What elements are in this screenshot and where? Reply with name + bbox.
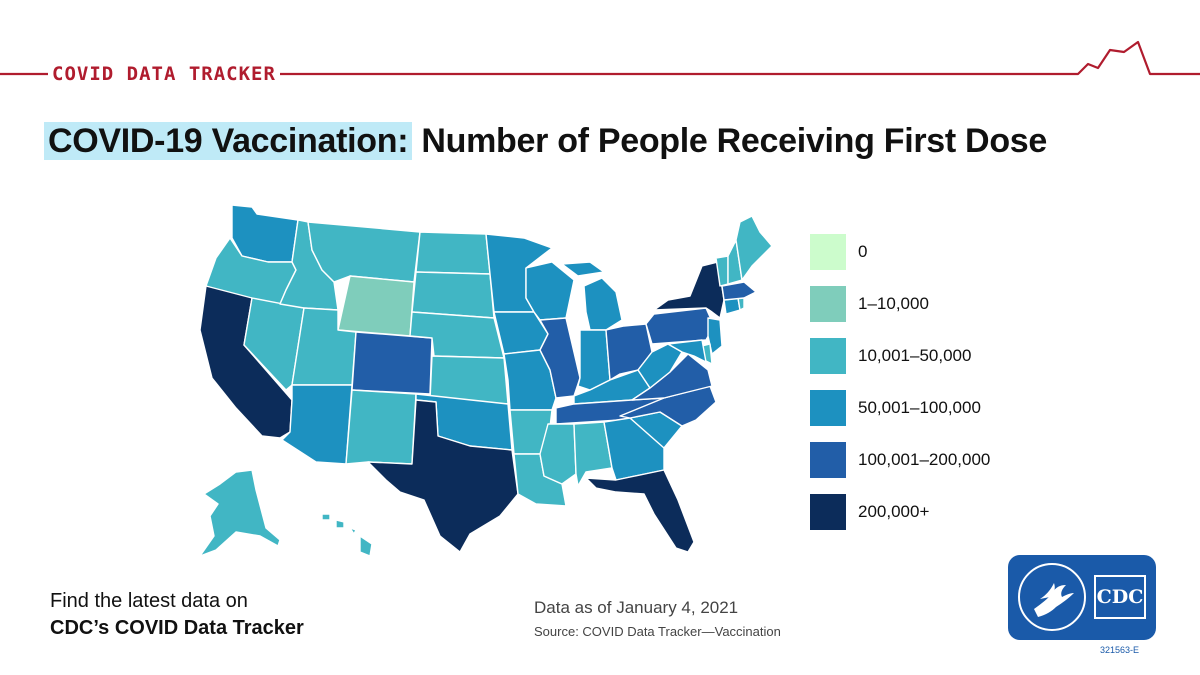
legend-swatch: [810, 494, 846, 530]
state-WA: [231, 204, 299, 263]
legend-item: 10,001–50,000: [810, 338, 1070, 374]
document-code: 321563-E: [1100, 645, 1140, 655]
state-TX: [367, 399, 519, 553]
legend-label: 1–10,000: [858, 294, 929, 313]
state-MD: [667, 339, 707, 363]
title-highlight: COVID-19 Vaccination:: [44, 122, 413, 160]
state-SD: [411, 271, 495, 319]
state-AZ: [281, 384, 353, 465]
header-trend-line: [0, 40, 1200, 76]
legend-item: 100,001–200,000: [810, 442, 1070, 478]
state-AK: [199, 469, 281, 557]
cta-line1: Find the latest data on: [50, 590, 248, 612]
data-as-of: Data as of January 4, 2021: [534, 598, 739, 617]
legend-swatch: [810, 442, 846, 478]
data-source: Source: COVID Data Tracker—Vaccination: [534, 624, 781, 639]
header-rule: [0, 40, 1200, 76]
hhs-eagle-icon: [1034, 583, 1074, 617]
legend-label: 50,001–100,000: [858, 398, 981, 417]
state-MA: [721, 281, 757, 301]
legend-item: 200,000+: [810, 494, 1070, 530]
state-WI: [525, 261, 575, 321]
legend-swatch: [810, 338, 846, 374]
legend-swatch: [810, 286, 846, 322]
state-MI: [561, 261, 623, 331]
state-FL: [585, 469, 695, 553]
legend-label: 10,001–50,000: [858, 346, 972, 365]
legend-swatch: [810, 390, 846, 426]
state-MT: [307, 221, 421, 283]
state-IN: [577, 329, 611, 391]
state-NJ: [707, 317, 723, 355]
state-PA: [645, 307, 715, 345]
legend-item: 1–10,000: [810, 286, 1070, 322]
hhs-seal-ring: [1018, 563, 1086, 631]
header-label: COVID DATA TRACKER: [48, 63, 280, 85]
legend-swatch: [810, 234, 846, 270]
legend-label: 0: [858, 242, 868, 261]
state-NM: [345, 389, 417, 465]
legend-item: 50,001–100,000: [810, 390, 1070, 426]
page-title: COVID-19 Vaccination: Number of People R…: [44, 122, 1047, 161]
cdc-logo: CDC: [1008, 555, 1156, 640]
cdc-wordmark: CDC: [1094, 575, 1146, 619]
title-rest: Number of People Receiving First Dose: [412, 122, 1047, 160]
state-MS: [539, 423, 577, 485]
state-WY: [337, 275, 415, 337]
state-HI: [321, 513, 373, 557]
state-ME: [735, 215, 773, 281]
state-ND: [415, 231, 491, 275]
legend-label: 100,001–200,000: [858, 450, 991, 469]
state-IL: [539, 317, 581, 399]
state-CO: [351, 331, 433, 395]
legend-item: 0: [810, 234, 1070, 270]
legend-label: 200,000+: [858, 502, 930, 521]
cta-line2[interactable]: CDC’s COVID Data Tracker: [50, 617, 304, 639]
